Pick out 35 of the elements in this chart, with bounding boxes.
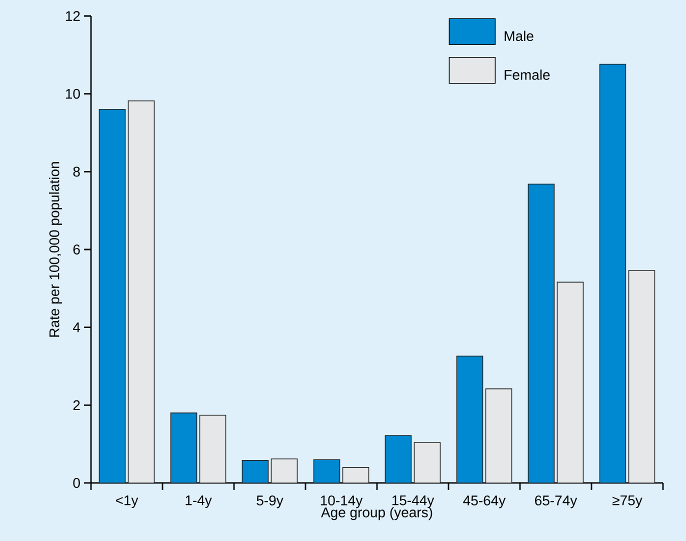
bar bbox=[414, 442, 441, 483]
bar bbox=[456, 356, 484, 483]
x-axis-title: Age group (years) bbox=[321, 507, 432, 520]
x-tick-label: 15-44y bbox=[392, 496, 434, 508]
bar bbox=[556, 282, 584, 483]
bar bbox=[199, 414, 226, 483]
y-tick-label: 2 bbox=[73, 400, 80, 410]
bar bbox=[170, 412, 198, 483]
x-tick-label: 10-14y bbox=[320, 496, 363, 508]
y-tick-label: 12 bbox=[66, 11, 80, 21]
x-tick-label: 45-64y bbox=[463, 496, 506, 508]
bar bbox=[628, 270, 656, 483]
x-tick-label: ≥75y bbox=[612, 496, 642, 508]
legend-label: Male bbox=[504, 30, 534, 42]
y-tick-label: 4 bbox=[73, 322, 80, 332]
bar bbox=[342, 467, 370, 483]
bar bbox=[98, 108, 126, 483]
bar bbox=[528, 184, 555, 483]
x-tick-label: 5-9y bbox=[256, 496, 284, 508]
bar bbox=[599, 64, 626, 483]
bar bbox=[128, 100, 155, 483]
y-tick-label: 0 bbox=[73, 478, 80, 488]
bar bbox=[485, 388, 512, 483]
bar bbox=[384, 435, 412, 483]
y-tick-label: 10 bbox=[66, 88, 80, 99]
bar bbox=[313, 459, 340, 483]
x-tick-label: 1-4y bbox=[186, 496, 212, 508]
legend-label: Female bbox=[504, 70, 550, 80]
bar bbox=[242, 460, 269, 483]
y-axis-title: Rate per 100,000 population bbox=[48, 162, 62, 337]
y-tick-label: 8 bbox=[73, 166, 80, 177]
bar bbox=[270, 458, 298, 483]
x-tick-label: 65-74y bbox=[535, 496, 578, 508]
y-tick-label: 6 bbox=[73, 244, 80, 254]
x-tick-label: <1y bbox=[116, 496, 138, 508]
